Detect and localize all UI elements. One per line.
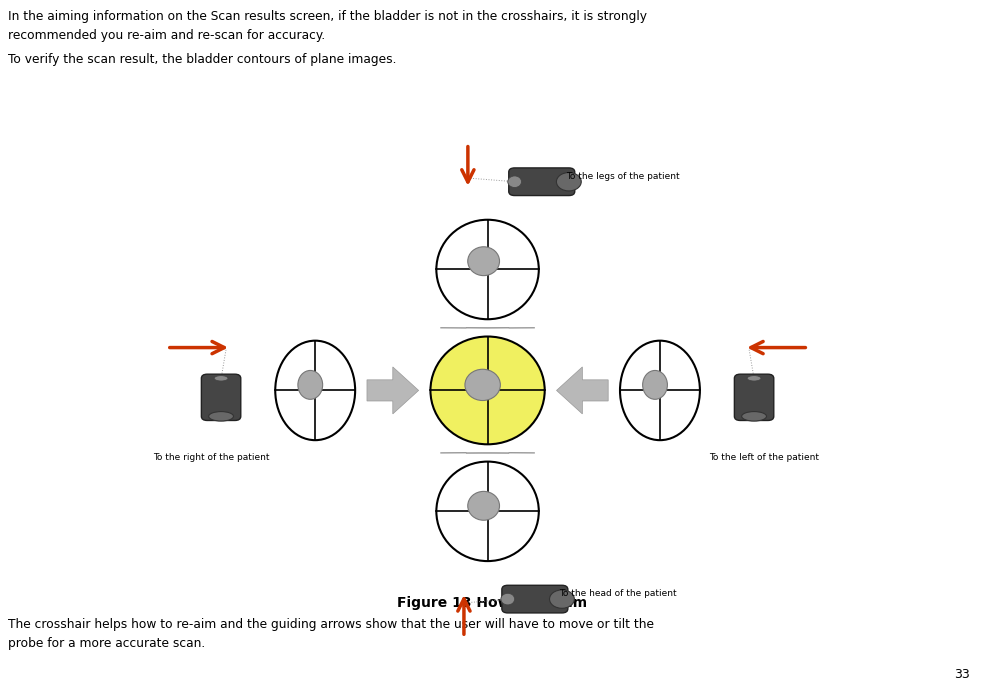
Ellipse shape: [468, 491, 499, 520]
Text: 33: 33: [954, 668, 970, 681]
Ellipse shape: [209, 412, 233, 421]
Ellipse shape: [620, 341, 700, 440]
Text: To the legs of the patient: To the legs of the patient: [566, 171, 680, 181]
Ellipse shape: [468, 247, 499, 276]
Polygon shape: [367, 367, 419, 414]
Ellipse shape: [436, 462, 539, 561]
Text: recommended you re-aim and re-scan for accuracy.: recommended you re-aim and re-scan for a…: [8, 29, 325, 42]
Polygon shape: [557, 367, 608, 414]
Ellipse shape: [436, 220, 539, 319]
Text: To the right of the patient: To the right of the patient: [153, 453, 270, 462]
Text: To the head of the patient: To the head of the patient: [559, 589, 677, 598]
Ellipse shape: [465, 369, 500, 401]
Ellipse shape: [297, 370, 323, 399]
Ellipse shape: [501, 594, 515, 605]
Ellipse shape: [430, 337, 545, 444]
Text: Figure 13 How to re-aim: Figure 13 How to re-aim: [397, 596, 588, 609]
Ellipse shape: [742, 412, 766, 421]
Ellipse shape: [275, 341, 356, 440]
Ellipse shape: [642, 370, 668, 399]
Ellipse shape: [557, 173, 581, 191]
Text: In the aiming information on the Scan results screen, if the bladder is not in t: In the aiming information on the Scan re…: [8, 10, 647, 23]
Text: To verify the scan result, the bladder contours of plane images.: To verify the scan result, the bladder c…: [8, 53, 396, 66]
Text: The crosshair helps how to re-aim and the guiding arrows show that the user will: The crosshair helps how to re-aim and th…: [8, 618, 654, 632]
Ellipse shape: [214, 376, 228, 381]
Ellipse shape: [550, 590, 574, 608]
FancyBboxPatch shape: [201, 375, 240, 420]
Ellipse shape: [748, 376, 761, 381]
FancyBboxPatch shape: [509, 168, 575, 196]
Text: probe for a more accurate scan.: probe for a more accurate scan.: [8, 637, 205, 650]
Text: To the left of the patient: To the left of the patient: [709, 453, 819, 462]
FancyBboxPatch shape: [502, 585, 567, 613]
Ellipse shape: [508, 176, 522, 187]
FancyBboxPatch shape: [735, 375, 774, 420]
